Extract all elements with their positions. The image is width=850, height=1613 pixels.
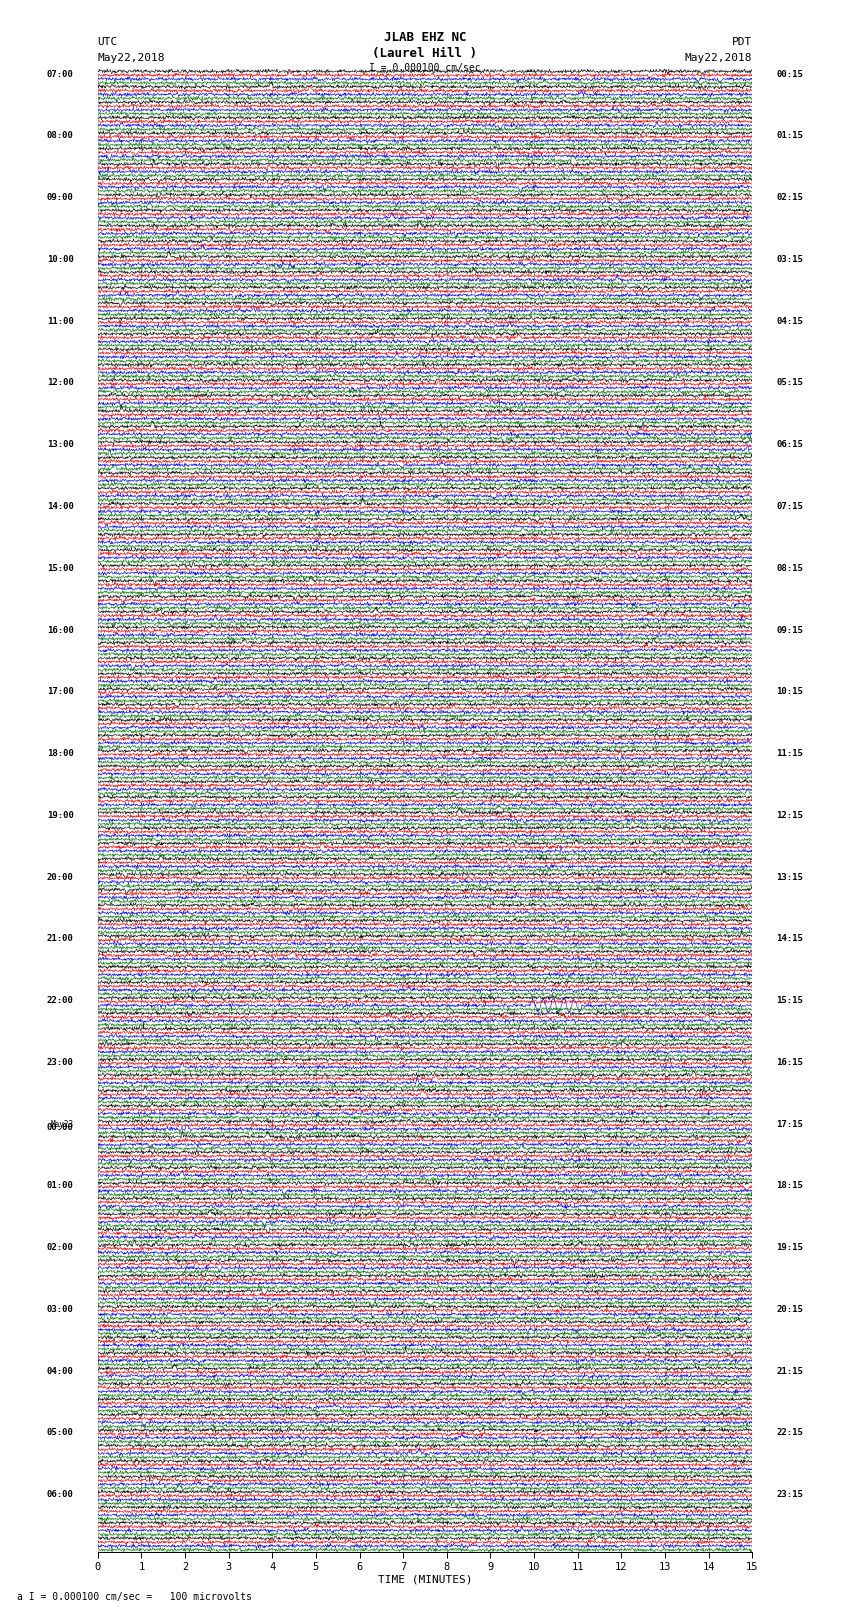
Text: 19:00: 19:00 <box>47 811 74 819</box>
Text: 07:00: 07:00 <box>47 69 74 79</box>
Text: 22:15: 22:15 <box>776 1429 803 1437</box>
Text: 23:00: 23:00 <box>47 1058 74 1066</box>
Text: 00:15: 00:15 <box>776 69 803 79</box>
X-axis label: TIME (MINUTES): TIME (MINUTES) <box>377 1574 473 1586</box>
Text: 06:15: 06:15 <box>776 440 803 450</box>
Text: 16:00: 16:00 <box>47 626 74 634</box>
Text: 15:15: 15:15 <box>776 997 803 1005</box>
Text: 11:15: 11:15 <box>776 748 803 758</box>
Text: 09:15: 09:15 <box>776 626 803 634</box>
Text: 13:00: 13:00 <box>47 440 74 450</box>
Text: 05:00: 05:00 <box>47 1429 74 1437</box>
Text: 23:15: 23:15 <box>776 1490 803 1498</box>
Text: 02:00: 02:00 <box>47 1244 74 1252</box>
Text: 21:00: 21:00 <box>47 934 74 944</box>
Text: 01:15: 01:15 <box>776 131 803 140</box>
Text: (Laurel Hill ): (Laurel Hill ) <box>372 47 478 60</box>
Text: 17:15: 17:15 <box>776 1119 803 1129</box>
Text: 11:00: 11:00 <box>47 316 74 326</box>
Text: 06:00: 06:00 <box>47 1490 74 1498</box>
Text: 19:15: 19:15 <box>776 1244 803 1252</box>
Text: 13:15: 13:15 <box>776 873 803 882</box>
Text: 02:15: 02:15 <box>776 194 803 202</box>
Text: 14:00: 14:00 <box>47 502 74 511</box>
Text: 03:15: 03:15 <box>776 255 803 265</box>
Text: 18:00: 18:00 <box>47 748 74 758</box>
Text: 21:15: 21:15 <box>776 1366 803 1376</box>
Text: 12:15: 12:15 <box>776 811 803 819</box>
Text: 12:00: 12:00 <box>47 379 74 387</box>
Text: 15:00: 15:00 <box>47 565 74 573</box>
Text: 07:15: 07:15 <box>776 502 803 511</box>
Text: 20:00: 20:00 <box>47 873 74 882</box>
Text: JLAB EHZ NC: JLAB EHZ NC <box>383 31 467 44</box>
Text: 08:00: 08:00 <box>47 131 74 140</box>
Text: 14:15: 14:15 <box>776 934 803 944</box>
Text: 17:00: 17:00 <box>47 687 74 697</box>
Text: I = 0.000100 cm/sec: I = 0.000100 cm/sec <box>369 63 481 73</box>
Text: PDT: PDT <box>732 37 752 47</box>
Text: UTC: UTC <box>98 37 118 47</box>
Text: 01:00: 01:00 <box>47 1181 74 1190</box>
Text: 10:15: 10:15 <box>776 687 803 697</box>
Text: 10:00: 10:00 <box>47 255 74 265</box>
Text: 03:00: 03:00 <box>47 1305 74 1315</box>
Text: 04:15: 04:15 <box>776 316 803 326</box>
Text: 00:00: 00:00 <box>47 1123 74 1132</box>
Text: 22:00: 22:00 <box>47 997 74 1005</box>
Text: 16:15: 16:15 <box>776 1058 803 1066</box>
Text: a I = 0.000100 cm/sec =   100 microvolts: a I = 0.000100 cm/sec = 100 microvolts <box>17 1592 252 1602</box>
Text: 18:15: 18:15 <box>776 1181 803 1190</box>
Text: 05:15: 05:15 <box>776 379 803 387</box>
Text: May22,2018: May22,2018 <box>98 53 165 63</box>
Text: 09:00: 09:00 <box>47 194 74 202</box>
Text: 20:15: 20:15 <box>776 1305 803 1315</box>
Text: May23: May23 <box>51 1119 74 1129</box>
Text: May22,2018: May22,2018 <box>685 53 752 63</box>
Text: 08:15: 08:15 <box>776 565 803 573</box>
Text: 04:00: 04:00 <box>47 1366 74 1376</box>
